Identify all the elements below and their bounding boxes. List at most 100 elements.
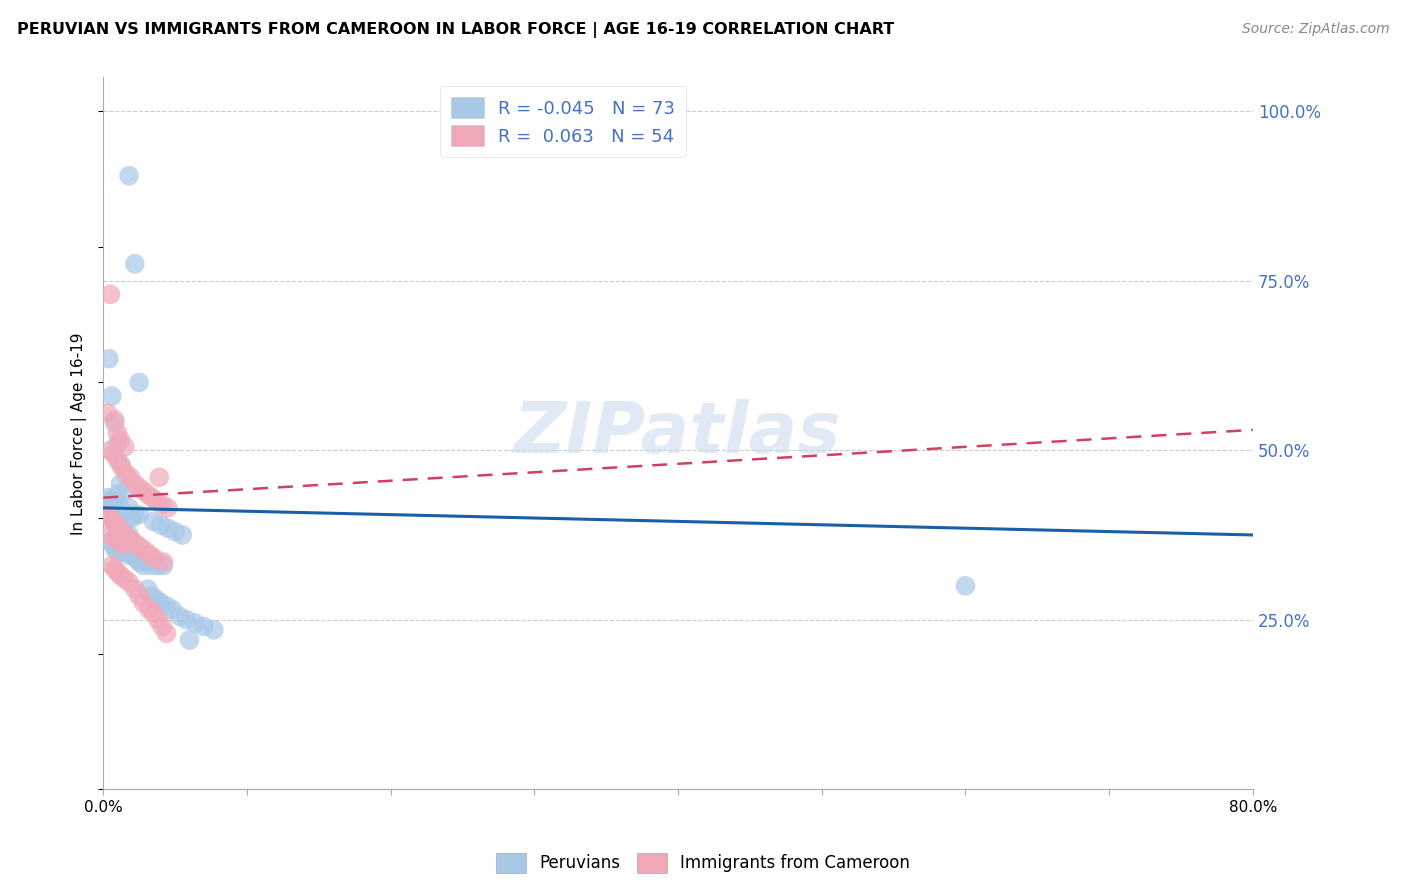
- Point: [104, 508, 127, 522]
- Point: [202, 623, 225, 637]
- Point: [184, 616, 207, 631]
- Point: [114, 545, 136, 559]
- Point: [155, 626, 177, 640]
- Point: [124, 257, 146, 271]
- Point: [138, 602, 160, 616]
- Point: [114, 515, 136, 529]
- Point: [124, 508, 146, 522]
- Point: [103, 504, 125, 518]
- Point: [150, 498, 173, 512]
- Point: [179, 633, 201, 648]
- Point: [108, 534, 131, 549]
- Point: [112, 538, 135, 552]
- Point: [128, 549, 150, 563]
- Point: [118, 532, 141, 546]
- Point: [136, 582, 159, 597]
- Point: [135, 545, 157, 559]
- Point: [111, 460, 134, 475]
- Point: [165, 524, 187, 539]
- Point: [101, 500, 124, 515]
- Point: [107, 545, 129, 559]
- Point: [104, 532, 127, 546]
- Point: [104, 541, 127, 556]
- Point: [96, 406, 118, 420]
- Point: [160, 602, 183, 616]
- Point: [156, 500, 179, 515]
- Point: [141, 589, 163, 603]
- Point: [101, 558, 124, 573]
- Point: [111, 524, 134, 539]
- Point: [146, 558, 169, 573]
- Point: [100, 534, 122, 549]
- Point: [132, 558, 155, 573]
- Point: [114, 483, 136, 498]
- Point: [148, 470, 170, 484]
- Point: [110, 477, 132, 491]
- Point: [132, 551, 155, 566]
- Point: [146, 613, 169, 627]
- Point: [132, 483, 155, 498]
- Point: [96, 508, 118, 522]
- Y-axis label: In Labor Force | Age 16-19: In Labor Force | Age 16-19: [72, 332, 87, 534]
- Point: [125, 551, 148, 566]
- Point: [107, 487, 129, 501]
- Point: [193, 619, 215, 633]
- Point: [105, 517, 128, 532]
- Point: [150, 619, 173, 633]
- Point: [128, 555, 150, 569]
- Point: [111, 545, 134, 559]
- Point: [114, 538, 136, 552]
- Point: [128, 481, 150, 495]
- Point: [107, 521, 129, 535]
- Point: [118, 575, 141, 590]
- Point: [132, 596, 155, 610]
- Point: [117, 541, 139, 556]
- Point: [105, 511, 128, 525]
- Point: [114, 572, 136, 586]
- Point: [100, 498, 122, 512]
- Point: [108, 521, 131, 535]
- Point: [100, 511, 122, 525]
- Point: [97, 494, 120, 508]
- Point: [103, 447, 125, 461]
- Point: [120, 470, 142, 484]
- Point: [104, 413, 127, 427]
- Point: [108, 528, 131, 542]
- Point: [100, 287, 122, 301]
- Point: [142, 606, 165, 620]
- Point: [152, 555, 174, 569]
- Point: [118, 169, 141, 183]
- Point: [149, 517, 172, 532]
- Point: [122, 549, 145, 563]
- Point: [110, 433, 132, 447]
- Point: [155, 599, 177, 614]
- Point: [135, 555, 157, 569]
- Point: [172, 528, 194, 542]
- Point: [128, 589, 150, 603]
- Point: [120, 545, 142, 559]
- Text: Source: ZipAtlas.com: Source: ZipAtlas.com: [1241, 22, 1389, 37]
- Point: [152, 558, 174, 573]
- Point: [114, 528, 136, 542]
- Point: [176, 613, 198, 627]
- Point: [114, 440, 136, 454]
- Legend: R = -0.045   N = 73, R =  0.063   N = 54: R = -0.045 N = 73, R = 0.063 N = 54: [440, 87, 686, 157]
- Point: [107, 453, 129, 467]
- Point: [142, 515, 165, 529]
- Point: [128, 508, 150, 522]
- Point: [100, 443, 122, 458]
- Point: [104, 494, 127, 508]
- Point: [103, 515, 125, 529]
- Point: [145, 592, 167, 607]
- Legend: Peruvians, Immigrants from Cameroon: Peruvians, Immigrants from Cameroon: [489, 847, 917, 880]
- Point: [118, 528, 141, 542]
- Point: [139, 549, 162, 563]
- Point: [955, 579, 977, 593]
- Text: PERUVIAN VS IMMIGRANTS FROM CAMEROON IN LABOR FORCE | AGE 16-19 CORRELATION CHAR: PERUVIAN VS IMMIGRANTS FROM CAMEROON IN …: [17, 22, 894, 38]
- Point: [124, 477, 146, 491]
- Point: [96, 491, 118, 505]
- Point: [104, 416, 127, 430]
- Text: ZIPatlas: ZIPatlas: [515, 399, 842, 467]
- Point: [101, 389, 124, 403]
- Point: [121, 511, 143, 525]
